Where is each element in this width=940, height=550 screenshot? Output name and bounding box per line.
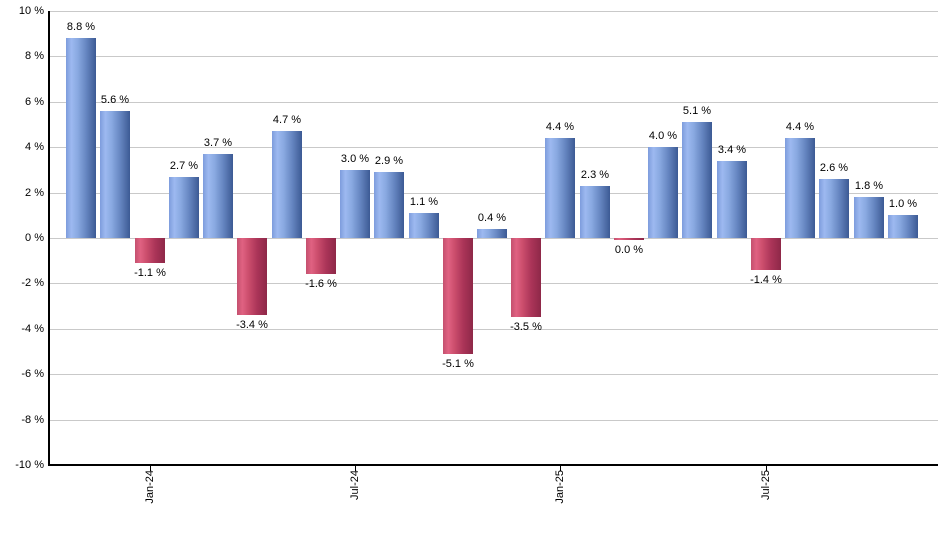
x-tick-mark (766, 465, 767, 471)
bar (306, 238, 336, 274)
bar-value-label: 2.3 % (580, 169, 610, 181)
bar-value-label: 3.4 % (717, 144, 747, 156)
bar (511, 238, 541, 317)
bar (203, 154, 233, 238)
bar-value-label: 4.4 % (545, 121, 575, 133)
bar-value-label: -1.1 % (134, 267, 166, 279)
gridline (48, 374, 938, 375)
y-tick-label: 10 % (18, 5, 44, 17)
bar (237, 238, 267, 315)
bar (100, 111, 130, 238)
bar-value-label: -1.4 % (750, 274, 782, 286)
gridline (48, 329, 938, 330)
bar-value-label: 1.8 % (854, 180, 884, 192)
bar (580, 186, 610, 238)
bar-value-label: 4.4 % (785, 121, 815, 133)
bar (682, 122, 712, 238)
y-tick-label: -10 % (15, 459, 44, 471)
bar (340, 170, 370, 238)
y-tick-label: 2 % (25, 187, 44, 199)
bar-value-label: 3.7 % (203, 137, 233, 149)
bar-value-label: 2.6 % (819, 162, 849, 174)
bar (409, 213, 439, 238)
y-tick-label: -2 % (21, 277, 44, 289)
x-tick-label: Jul-25 (760, 470, 772, 500)
x-tick-mark (355, 465, 356, 471)
y-tick-label: 0 % (25, 232, 44, 244)
bar (443, 238, 473, 354)
bar-value-label: 2.9 % (374, 155, 404, 167)
bar (66, 38, 96, 238)
bar-value-label: 0.4 % (477, 212, 507, 224)
bar-value-label: 4.7 % (272, 114, 302, 126)
bar-value-label: 5.6 % (100, 94, 130, 106)
bar (374, 172, 404, 238)
gridline (48, 147, 938, 148)
x-axis-line (48, 464, 938, 466)
bar (648, 147, 678, 238)
y-tick-label: -6 % (21, 368, 44, 380)
bar-value-label: -3.5 % (510, 321, 542, 333)
x-tick-mark (560, 465, 561, 471)
gridline (48, 193, 938, 194)
bar-value-label: 1.1 % (409, 196, 439, 208)
y-tick-label: -4 % (21, 323, 44, 335)
y-tick-label: -8 % (21, 414, 44, 426)
bar (135, 238, 165, 263)
bar (169, 177, 199, 238)
gridline (48, 11, 938, 12)
bar-value-label: -1.6 % (305, 278, 337, 290)
bar-value-label: 3.0 % (340, 153, 370, 165)
bar (545, 138, 575, 238)
bar (854, 197, 884, 238)
y-axis-line (48, 11, 50, 466)
bar (272, 131, 302, 238)
bar-value-label: 0.0 % (614, 244, 644, 256)
bar (477, 229, 507, 238)
bar-value-label: -5.1 % (442, 358, 474, 370)
bar-value-label: -3.4 % (236, 319, 268, 331)
bar-value-label: 1.0 % (888, 198, 918, 210)
bar (785, 138, 815, 238)
y-tick-label: 6 % (25, 96, 44, 108)
gridline (48, 238, 938, 239)
gridline (48, 420, 938, 421)
x-tick-label: Jul-24 (349, 470, 361, 500)
x-tick-label: Jan-24 (144, 470, 156, 504)
bar-value-label: 8.8 % (66, 21, 96, 33)
bar (819, 179, 849, 238)
bar (717, 161, 747, 238)
x-tick-label: Jan-25 (554, 470, 566, 504)
x-tick-mark (150, 465, 151, 471)
bar (888, 215, 918, 238)
y-tick-label: 4 % (25, 141, 44, 153)
y-tick-label: 8 % (25, 50, 44, 62)
bar (614, 238, 644, 240)
gridline (48, 56, 938, 57)
gridline (48, 102, 938, 103)
bar-value-label: 2.7 % (169, 160, 199, 172)
bar-value-label: 5.1 % (682, 105, 712, 117)
bar (751, 238, 781, 270)
bar-value-label: 4.0 % (648, 130, 678, 142)
gridline (48, 283, 938, 284)
